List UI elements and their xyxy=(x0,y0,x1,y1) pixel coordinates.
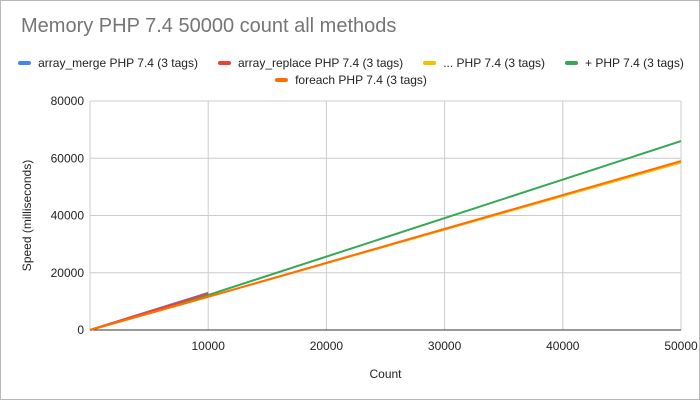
legend-label: array_merge PHP 7.4 (3 tags) xyxy=(38,56,198,70)
tick-labels: 0 20000 40000 60000 80000 10000 20000 30000 4000… xyxy=(51,94,698,353)
y-tick-label: 20000 xyxy=(51,266,85,280)
legend-swatch xyxy=(423,61,437,65)
legend-item-array-merge[interactable]: array_merge PHP 7.4 (3 tags) xyxy=(18,56,198,70)
grid-lines xyxy=(90,100,682,330)
legend-row-1: array_merge PHP 7.4 (3 tags) array_repla… xyxy=(1,56,700,70)
legend-label: ... PHP 7.4 (3 tags) xyxy=(443,56,546,70)
legend-item-foreach[interactable]: foreach PHP 7.4 (3 tags) xyxy=(275,73,427,87)
legend-item-array-replace[interactable]: array_replace PHP 7.4 (3 tags) xyxy=(217,56,404,70)
y-tick-label: 0 xyxy=(77,323,84,337)
x-tick-label: 30000 xyxy=(428,339,462,353)
legend-label: foreach PHP 7.4 (3 tags) xyxy=(295,73,427,87)
legend-item-spread[interactable]: ... PHP 7.4 (3 tags) xyxy=(423,56,545,70)
x-tick-label: 40000 xyxy=(546,339,580,353)
x-tick-label: 10000 xyxy=(192,339,226,353)
y-tick-label: 40000 xyxy=(51,209,85,223)
chart-title: Memory PHP 7.4 50000 count all methods xyxy=(21,15,397,37)
legend-swatch xyxy=(217,61,231,65)
legend-item-plus[interactable]: + PHP 7.4 (3 tags) xyxy=(565,56,684,70)
x-tick-label: 20000 xyxy=(310,339,344,353)
axes xyxy=(89,101,681,331)
legend-label: + PHP 7.4 (3 tags) xyxy=(585,56,684,70)
series-lines xyxy=(89,140,682,331)
series-line xyxy=(89,160,682,331)
legend-label: array_replace PHP 7.4 (3 tags) xyxy=(237,56,404,70)
legend-swatch xyxy=(18,61,32,65)
legend-swatch xyxy=(275,78,289,82)
x-tick-label: 50000 xyxy=(664,339,698,353)
x-axis-title: Count xyxy=(369,367,402,381)
y-axis-title: Speed (milliseconds) xyxy=(20,160,34,271)
y-tick-label: 60000 xyxy=(51,151,85,165)
legend-row-2: foreach PHP 7.4 (3 tags) xyxy=(1,73,700,87)
y-tick-label: 80000 xyxy=(51,94,85,108)
legend-swatch xyxy=(565,61,579,65)
